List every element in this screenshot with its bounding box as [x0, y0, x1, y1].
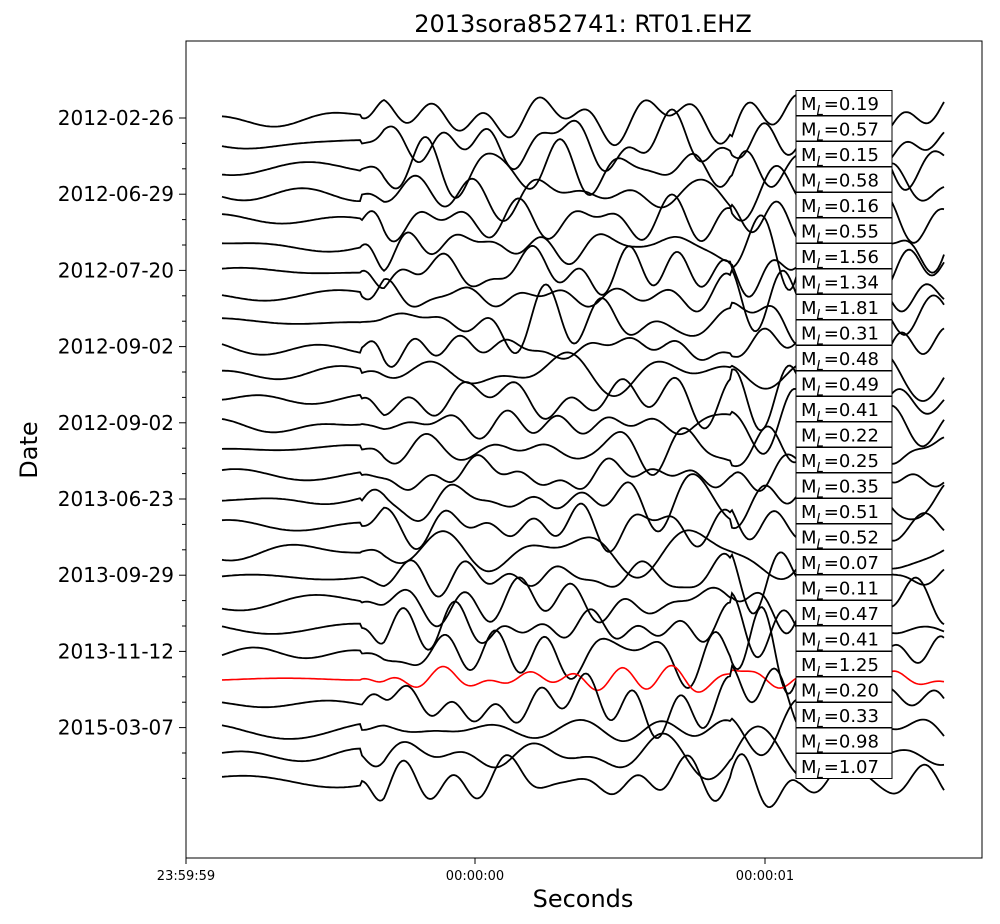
magnitude-label-text: ML=0.98: [801, 732, 879, 757]
magnitude-label: ML=0.16: [795, 192, 893, 221]
magnitude-label-box: [795, 115, 893, 142]
x-tick-label: 00:00:01: [736, 869, 794, 884]
magnitude-label-box: [795, 549, 893, 575]
magnitude-label-text: ML=0.22: [801, 426, 879, 451]
magnitude-label-box: [795, 243, 893, 269]
magnitude-label: ML=0.20: [795, 676, 893, 706]
magnitude-label: ML=0.57: [795, 115, 893, 145]
magnitude-label-text: ML=0.11: [801, 579, 879, 604]
magnitude-label: ML=0.52: [795, 523, 893, 553]
magnitude-label-text: ML=0.48: [801, 349, 879, 374]
magnitude-label: ML=0.49: [795, 370, 893, 400]
y-axis-title: Date: [15, 421, 43, 478]
magnitude-label-text: ML=0.25: [801, 451, 879, 476]
magnitude-label-text: ML=1.56: [801, 247, 879, 272]
y-tick-label: 2012-09-02: [58, 335, 174, 359]
magnitude-label-text: ML=1.07: [801, 757, 879, 782]
magnitude-label-text: ML=0.33: [801, 706, 879, 731]
x-tick-label: 23:59:59: [157, 869, 215, 884]
waveform-trace: [221, 753, 945, 809]
magnitude-label-box: [795, 166, 893, 193]
magnitude-label-box: [795, 651, 893, 677]
magnitude-label-text: ML=1.81: [801, 298, 879, 323]
magnitude-label: ML=1.25: [795, 651, 893, 680]
chart-title: 2013sora852741: RT01.EHZ: [414, 10, 752, 38]
magnitude-label-text: ML=0.19: [801, 94, 879, 119]
magnitude-label: ML=1.81: [795, 294, 893, 323]
magnitude-label-text: ML=0.47: [801, 604, 879, 629]
magnitude-label-text: ML=0.41: [801, 400, 879, 425]
y-tick-label: 2013-11-12: [58, 639, 174, 663]
magnitude-label: ML=1.34: [795, 268, 893, 298]
magnitude-label: ML=0.47: [795, 600, 893, 629]
magnitude-label-text: ML=1.25: [801, 655, 879, 680]
y-tick-label: 2015-03-07: [58, 716, 174, 740]
y-tick-label: 2013-09-29: [58, 563, 174, 587]
magnitude-label-text: ML=0.35: [801, 477, 879, 502]
magnitude-label-text: ML=0.15: [801, 145, 879, 170]
magnitude-label-box: [795, 753, 893, 779]
magnitude-label: ML=0.25: [795, 447, 893, 476]
magnitude-label-box: [795, 447, 893, 473]
magnitude-label: ML=0.48: [795, 345, 893, 374]
x-axis-title: Seconds: [533, 885, 634, 913]
magnitude-label: ML=0.31: [795, 319, 893, 349]
magnitude-label: ML=0.33: [795, 702, 893, 731]
magnitude-label-box: [795, 676, 893, 703]
magnitude-label-box: [795, 268, 893, 295]
magnitude-label-text: ML=0.49: [801, 375, 879, 400]
magnitude-label-text: ML=0.51: [801, 502, 879, 527]
magnitude-label: ML=0.11: [795, 574, 893, 604]
magnitude-label-box: [795, 625, 893, 652]
magnitude-label-text: ML=0.41: [801, 630, 879, 655]
magnitude-label-box: [795, 370, 893, 397]
magnitude-label-box: [795, 192, 893, 218]
magnitude-label: ML=0.51: [795, 498, 893, 527]
magnitude-label-box: [795, 574, 893, 601]
magnitude-label: ML=0.58: [795, 166, 893, 196]
magnitude-labels: ML=0.19ML=0.57ML=0.15ML=0.58ML=0.16ML=0.…: [795, 90, 893, 782]
magnitude-label-box: [795, 600, 893, 626]
x-tick-label: 00:00:00: [446, 869, 504, 884]
magnitude-label-text: ML=0.52: [801, 528, 879, 553]
magnitude-label: ML=0.19: [795, 90, 893, 119]
magnitude-label: ML=1.56: [795, 243, 893, 272]
magnitude-label: ML=0.15: [795, 141, 893, 170]
y-tick-label: 2012-02-26: [58, 106, 174, 130]
y-tick-label: 2012-09-02: [58, 411, 174, 435]
magnitude-label-text: ML=0.20: [801, 681, 879, 706]
magnitude-label-box: [795, 141, 893, 167]
magnitude-label: ML=0.55: [795, 217, 893, 247]
magnitude-label-box: [795, 90, 893, 116]
magnitude-label: ML=0.22: [795, 421, 893, 451]
magnitude-label: ML=1.07: [795, 753, 893, 782]
magnitude-label-box: [795, 294, 893, 320]
magnitude-label-box: [795, 345, 893, 371]
magnitude-label: ML=0.41: [795, 625, 893, 655]
magnitude-label-text: ML=1.34: [801, 273, 879, 298]
magnitude-label: ML=0.98: [795, 727, 893, 757]
magnitude-label: ML=0.07: [795, 549, 893, 578]
magnitude-label-text: ML=0.07: [801, 553, 879, 578]
plot-area: [185, 40, 983, 859]
magnitude-label-text: ML=0.31: [801, 324, 879, 349]
magnitude-label-box: [795, 396, 893, 422]
magnitude-label: ML=0.41: [795, 396, 893, 425]
magnitude-label: ML=0.35: [795, 472, 893, 502]
y-tick-label: 2012-06-29: [58, 182, 174, 206]
y-tick-label: 2012-07-20: [58, 258, 174, 282]
magnitude-label-text: ML=0.16: [801, 196, 879, 221]
magnitude-label-text: ML=0.57: [801, 120, 879, 145]
x-axis: 23:59:59 00:00:00 00:00:01: [157, 858, 794, 884]
magnitude-label-text: ML=0.55: [801, 222, 879, 247]
y-tick-label: 2013-06-23: [58, 487, 174, 511]
y-axis: 2012-02-26 2012-06-29 2012-07-20 2012-09-02…: [58, 106, 186, 779]
magnitude-label-text: ML=0.58: [801, 171, 879, 196]
magnitude-label-box: [795, 498, 893, 524]
magnitude-label-box: [795, 421, 893, 448]
